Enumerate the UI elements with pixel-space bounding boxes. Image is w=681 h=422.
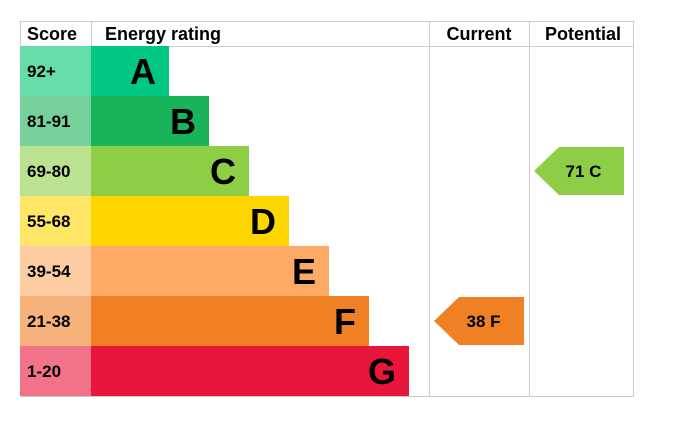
rating-bar-c <box>91 146 249 196</box>
score-cell-f <box>20 296 91 346</box>
rating-bar-f <box>91 296 369 346</box>
rating-bands: 92+ A 81-91 B 69-80 C 55-68 D 39-54 E 21-38 F 1-20 G <box>20 46 409 396</box>
rating-letter-c: C <box>210 151 236 192</box>
rating-letter-f: F <box>334 301 356 342</box>
score-cell-b <box>20 96 91 146</box>
header-energy-rating: Energy rating <box>105 24 221 44</box>
rating-bar-g <box>91 346 409 396</box>
score-label-c: 69-80 <box>27 162 70 181</box>
score-cell-c <box>20 146 91 196</box>
rating-bar-a <box>91 46 169 96</box>
score-label-g: 1-20 <box>27 362 61 381</box>
score-label-f: 21-38 <box>27 312 70 331</box>
rating-bar-d <box>91 196 289 246</box>
rating-letter-g: G <box>368 351 396 392</box>
header-potential: Potential <box>545 24 621 44</box>
rating-bar-b <box>91 96 209 146</box>
potential-rating-arrow <box>534 147 624 195</box>
score-label-b: 81-91 <box>27 112 70 131</box>
score-label-e: 39-54 <box>27 262 71 281</box>
rating-letter-d: D <box>250 201 276 242</box>
rating-arrows: 38 F 71 C <box>434 147 624 345</box>
header-current: Current <box>446 24 511 44</box>
rating-letter-e: E <box>292 251 316 292</box>
score-cell-e <box>20 246 91 296</box>
score-cell-a <box>20 46 91 96</box>
potential-rating-label: 71 C <box>566 162 602 181</box>
header-score: Score <box>27 24 77 44</box>
score-label-a: 92+ <box>27 62 56 81</box>
score-cell-d <box>20 196 91 246</box>
rating-letter-b: B <box>170 101 196 142</box>
rating-bar-e <box>91 246 329 296</box>
score-label-d: 55-68 <box>27 212 70 231</box>
rating-letter-a: A <box>130 51 156 92</box>
score-cell-g <box>20 346 91 396</box>
current-rating-arrow <box>434 297 524 345</box>
current-rating-label: 38 F <box>466 312 500 331</box>
